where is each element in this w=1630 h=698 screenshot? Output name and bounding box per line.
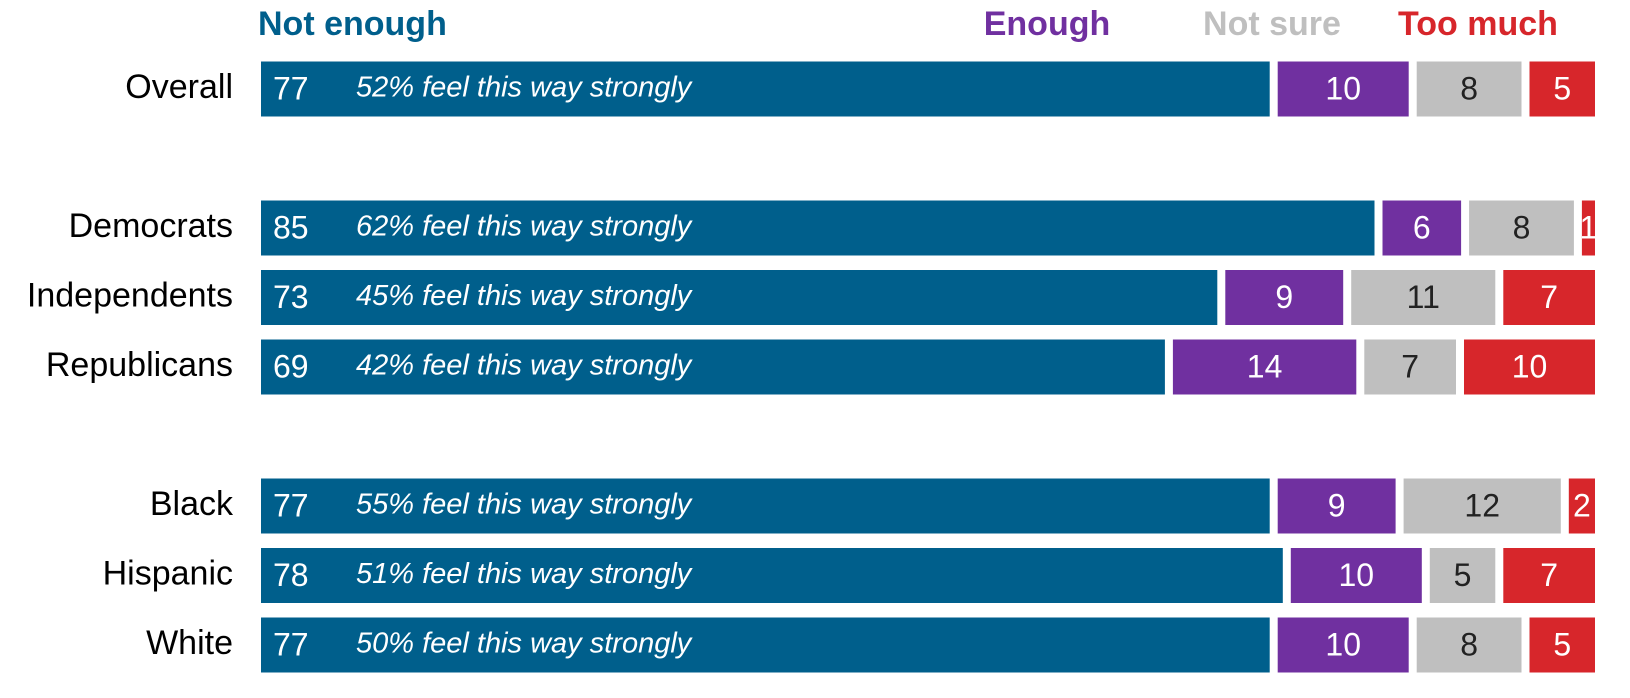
value-label: 8 [1513,209,1531,245]
value-label: 2 [1573,487,1591,523]
bar-segment [1464,339,1595,395]
category-label: Democrats [69,207,233,245]
bar-segment [1382,200,1462,256]
bar-segment [1351,270,1496,325]
value-label: 10 [1325,626,1361,662]
bar-segment [1277,478,1396,534]
value-label: 10 [1339,557,1375,593]
bar-segment [1290,548,1422,603]
bar-segment [261,478,1270,534]
bar-segment [1469,200,1574,256]
value-label: 11 [1407,279,1440,315]
value-label: 10 [1512,348,1548,384]
bar-segment [261,339,1165,395]
value-label: 1 [1580,209,1598,245]
legend-label: Not sure [1203,5,1341,43]
value-label: 5 [1553,626,1571,662]
annotation: 51% feel this way strongly [356,558,693,590]
bar-segment [1403,478,1561,534]
bar-segment [1277,61,1409,117]
annotation: 45% feel this way strongly [356,280,693,312]
bar-segment [1364,339,1456,395]
bar-segment [261,270,1218,325]
category-label: White [146,624,233,662]
value-label: 9 [1328,487,1346,523]
value-label: 9 [1275,279,1293,315]
category-label: Independents [27,276,233,314]
value-label: 14 [1247,348,1283,384]
bar-segment [1416,617,1522,673]
legend-label: Too much [1398,5,1558,43]
annotation: 42% feel this way strongly [356,350,693,382]
bar-segment [1429,548,1496,603]
annotation: 62% feel this way strongly [356,211,693,243]
value-label: 77 [273,487,309,523]
value-label: 77 [273,626,309,662]
value-label: 78 [273,557,309,593]
bar-segment [261,200,1375,256]
value-label: 7 [1540,557,1558,593]
bar-segment [1277,617,1409,673]
value-label: 5 [1454,557,1472,593]
legend-label: Enough [984,5,1111,43]
bar-segment [1503,548,1595,603]
category-label: Hispanic [103,554,233,592]
bar-segment [1172,339,1357,395]
value-label: 10 [1325,70,1361,106]
value-label: 6 [1413,209,1431,245]
value-label: 7 [1540,279,1558,315]
value-label: 7 [1401,348,1419,384]
value-label: 85 [273,209,309,245]
bar-segment [1529,61,1595,117]
bar-segment [1581,200,1595,256]
bar-segment [261,617,1270,673]
value-label: 8 [1460,626,1478,662]
annotation: 50% feel this way strongly [356,628,693,660]
bar-segment [1225,270,1344,325]
bar-segment [1416,61,1522,117]
bar-segment [261,548,1283,603]
legend-label: Not enough [258,5,447,43]
value-label: 8 [1460,70,1478,106]
annotation: 52% feel this way strongly [356,72,693,104]
bar-segment [261,61,1270,117]
bar-segment [1568,478,1595,534]
bar-segment [1503,270,1595,325]
bar-segment [1529,617,1595,673]
value-label: 69 [273,348,309,384]
value-label: 77 [273,70,309,106]
value-label: 5 [1553,70,1571,106]
value-label: 73 [273,279,309,315]
annotation: 55% feel this way strongly [356,489,693,521]
value-label: 12 [1464,487,1500,523]
category-label: Black [150,485,234,523]
category-label: Republicans [46,346,233,384]
category-label: Overall [125,68,233,106]
